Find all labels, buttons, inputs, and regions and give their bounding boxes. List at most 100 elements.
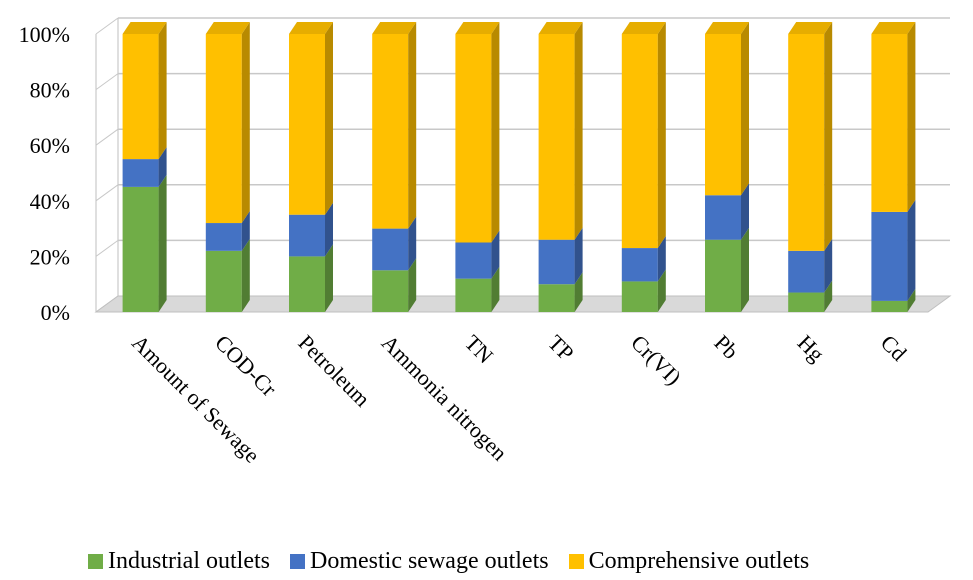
bar-side (824, 22, 833, 251)
legend-swatch (88, 554, 103, 569)
bar-segment (372, 216, 417, 271)
legend-label: Domestic sewage outlets (309, 548, 549, 574)
y-tick-label: 0% (41, 300, 70, 325)
bar-front (621, 248, 658, 282)
bar-segment (871, 199, 916, 301)
x-tick-label: TP (543, 330, 579, 366)
bar-segment (788, 22, 833, 251)
bar-side (824, 238, 833, 293)
x-tick-label: TN (460, 330, 498, 368)
bar-side (491, 266, 500, 312)
bar-top (621, 22, 666, 34)
bar-side (657, 269, 666, 312)
bar-front (705, 239, 741, 312)
bar-front (788, 34, 825, 251)
legend-item: Industrial outlets (88, 548, 270, 575)
x-tick-label: Pb (709, 330, 743, 364)
bar-segment (538, 227, 583, 285)
bar-top (871, 22, 916, 34)
bar-side (158, 174, 167, 312)
bar-segment (705, 183, 749, 240)
bar-segment (621, 22, 666, 249)
bar-front (289, 34, 325, 215)
legend-label: Comprehensive outlets (588, 548, 810, 574)
bar-segment (788, 280, 833, 312)
bar-side (741, 227, 749, 312)
bar-front (621, 281, 658, 312)
bar-side (824, 280, 833, 312)
bar-front (372, 270, 409, 312)
bar-side (741, 22, 749, 196)
bar-side (158, 147, 167, 187)
bar-side (241, 211, 250, 251)
x-tick-label: COD-Cr (210, 330, 282, 402)
bar-segment (205, 238, 250, 312)
y-tick-label: 40% (30, 189, 70, 214)
y-tick-label: 20% (30, 244, 70, 269)
bar-side (907, 22, 916, 212)
y-tick-label: 60% (30, 133, 70, 158)
legend-swatch (568, 554, 584, 569)
bar-segment (289, 244, 333, 312)
legend-swatch (289, 554, 305, 569)
bar-side (574, 227, 583, 285)
bar-side (408, 216, 417, 271)
y-tick-label: 100% (19, 22, 70, 47)
bar-side (657, 22, 666, 249)
bar-front (538, 239, 575, 285)
x-tick-label: Cd (876, 330, 912, 366)
gridline-depth (95, 184, 119, 202)
bar-front (621, 34, 658, 249)
bar-front (289, 256, 325, 312)
bar-segment (122, 22, 167, 160)
x-tick-label: Cr(VI) (626, 330, 686, 390)
bar-side (325, 244, 333, 312)
bar-side (574, 22, 583, 240)
bar-segment (289, 22, 333, 215)
x-tick-label: Hg (793, 330, 830, 367)
bar-front (871, 211, 908, 301)
legend: Industrial outlets Domestic sewage outlet… (88, 548, 809, 575)
bar-segment (621, 236, 666, 282)
bar-side (158, 22, 167, 160)
bar-front (705, 34, 741, 196)
bar-top (455, 22, 500, 34)
gridline-depth (95, 128, 119, 146)
bar-front (205, 223, 242, 251)
bar-front (705, 195, 741, 240)
bar-front (205, 250, 242, 312)
bar-side (325, 22, 333, 215)
bar-segment (205, 211, 250, 251)
y-axis: 0% 20% 40% 60% 80% 100% (19, 22, 70, 325)
bar-side (657, 236, 666, 282)
bar-segment (705, 227, 749, 312)
bar-side (241, 22, 250, 224)
bar-front (372, 34, 409, 229)
bar-front (122, 34, 159, 160)
bar-side (241, 238, 250, 312)
bar-segment (289, 202, 333, 257)
bar-segment (705, 22, 749, 196)
bar-front (122, 159, 159, 187)
bar-side (491, 22, 500, 243)
bar-segment (372, 258, 417, 312)
bar-top (538, 22, 583, 34)
bar-top (289, 22, 333, 34)
x-tick-label: Petroleum (293, 330, 375, 412)
gridline-depth (95, 17, 119, 35)
bar-top (372, 22, 417, 34)
bar-front (871, 300, 908, 312)
bar-segment (205, 22, 250, 224)
bar-side (408, 22, 417, 229)
bar-top (122, 22, 167, 34)
bar-front (455, 242, 492, 279)
bar-front (871, 34, 908, 212)
y-tick-label: 80% (30, 78, 70, 103)
legend-item: Domestic sewage outlets (289, 548, 549, 575)
bar-side (325, 202, 333, 257)
bar-top (205, 22, 250, 34)
bar-segment (538, 272, 583, 312)
bar-segment (621, 269, 666, 312)
